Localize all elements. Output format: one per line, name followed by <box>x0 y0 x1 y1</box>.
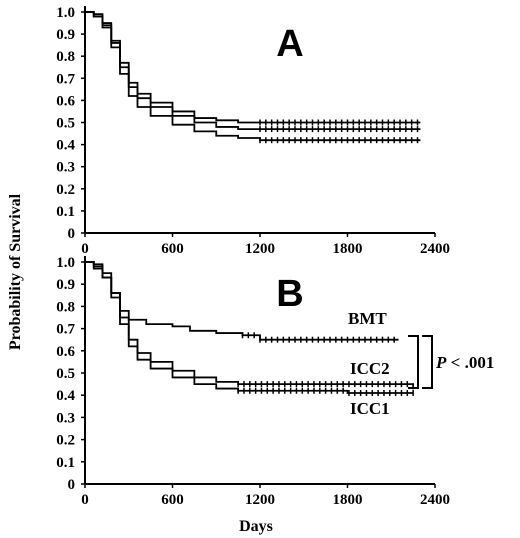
series-label-icc1: ICC1 <box>350 399 390 418</box>
x-tick-label: 1800 <box>333 492 363 508</box>
y-tick-label: 0.5 <box>56 366 75 382</box>
bracket-bmt-icc2 <box>408 335 419 389</box>
x-tick-label: 1200 <box>245 241 275 257</box>
series-label-bmt: BMT <box>348 309 387 328</box>
y-tick-label: 0.1 <box>56 204 75 220</box>
y-tick-label: 0.9 <box>56 27 75 43</box>
x-tick-label: 0 <box>81 492 89 508</box>
y-tick-label: 0.4 <box>56 138 75 154</box>
survival-curve-series-1-a <box>85 11 421 124</box>
y-tick-label: 0.4 <box>56 388 75 404</box>
x-tick-label: 600 <box>161 492 184 508</box>
panel-letter-a: A <box>276 23 303 65</box>
y-tick-label: 1.0 <box>56 5 75 21</box>
y-tick-label: 0 <box>68 477 76 493</box>
y-tick-label: 0.7 <box>56 71 75 87</box>
y-tick-label: 0.3 <box>56 160 75 176</box>
y-tick-label: 0.3 <box>56 410 75 426</box>
y-axis-title: Probability of Survival <box>7 193 24 350</box>
y-tick-label: 0.2 <box>56 433 75 449</box>
x-tick-label: 1800 <box>333 241 363 257</box>
x-tick-label: 600 <box>161 241 184 257</box>
p-value-symbol: P <box>435 353 447 372</box>
x-tick-label: 1200 <box>245 492 275 508</box>
panel-b: 0 0.1 0.2 0.3 0.4 0.5 0.6 0.7 0.8 0.9 1.0 0 600 1200 1… <box>56 255 494 508</box>
y-tick-label: 0.1 <box>56 455 75 471</box>
y-tick-label: 0 <box>68 226 76 242</box>
y-tick-label: 0.9 <box>56 277 75 293</box>
panel-letter-b: B <box>276 273 303 315</box>
panel-a: 0 0.1 0.2 0.3 0.4 0.5 0.6 0.7 0.8 0.9 1.0 0 600 1200 1… <box>56 5 450 257</box>
y-tick-label: 0.7 <box>56 322 75 338</box>
series-label-icc2: ICC2 <box>350 359 390 378</box>
y-tick-label: 0.8 <box>56 299 75 315</box>
survival-curve-series-2-a <box>85 11 421 131</box>
y-tick-label: 0.5 <box>56 116 75 132</box>
y-tick-label: 0.8 <box>56 49 75 65</box>
y-tick-label: 0.6 <box>56 93 75 109</box>
y-tick-label: 0.6 <box>56 344 75 360</box>
y-tick-label: 1.0 <box>56 255 75 271</box>
x-tick-label: 2400 <box>420 492 450 508</box>
p-value-label: P < .001 <box>435 353 494 372</box>
y-tick-label: 0.2 <box>56 182 75 198</box>
x-tick-label: 0 <box>81 241 89 257</box>
x-tick-label: 2400 <box>420 241 450 257</box>
survival-curve-bmt-b <box>85 261 399 341</box>
x-axis-title: Days <box>239 518 273 535</box>
bracket-icc <box>422 335 433 389</box>
p-value-number: < .001 <box>446 353 494 372</box>
